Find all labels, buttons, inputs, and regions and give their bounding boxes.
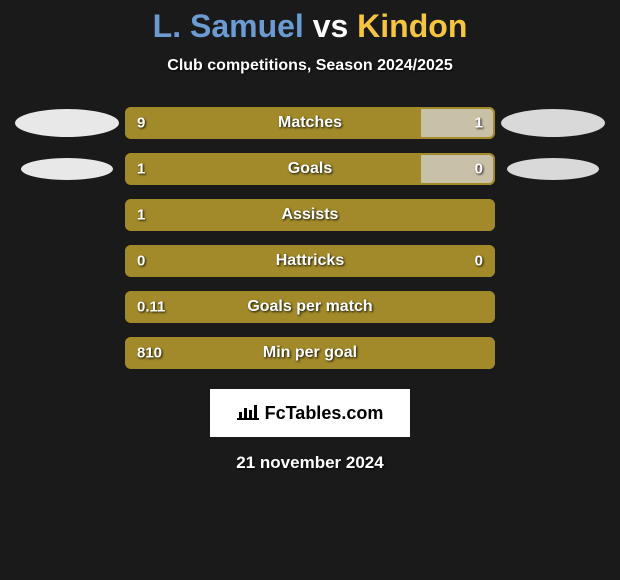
stats-area: 91Matches 10Goals 1Assists 00Hattricks 0.11G… — [0, 107, 620, 369]
brand-inner: FcTables.com — [237, 402, 384, 425]
title-player1: L. Samuel — [153, 8, 304, 44]
bar-fill-full — [125, 291, 495, 323]
stat-bar: 810Min per goal — [125, 337, 495, 369]
right-badge-slot — [501, 109, 605, 137]
stat-row: 0.11Goals per match — [0, 291, 620, 323]
team-badge-right — [501, 109, 605, 137]
subtitle: Club competitions, Season 2024/2025 — [0, 57, 620, 75]
stat-bar: 1Assists — [125, 199, 495, 231]
left-badge-slot — [15, 158, 119, 180]
bar-fill-full — [125, 337, 495, 369]
bar-fill-full — [125, 199, 495, 231]
stat-row: 810Min per goal — [0, 337, 620, 369]
team-badge-right — [507, 158, 599, 180]
stat-row: 91Matches — [0, 107, 620, 139]
stat-bar: 0.11Goals per match — [125, 291, 495, 323]
stat-bar: 00Hattricks — [125, 245, 495, 277]
stat-row: 00Hattricks — [0, 245, 620, 277]
chart-icon — [237, 402, 259, 425]
bar-fill-right — [421, 153, 495, 185]
bar-fill-full — [125, 245, 495, 277]
bar-fill-left — [125, 153, 421, 185]
stat-bar: 10Goals — [125, 153, 495, 185]
team-badge-left — [15, 109, 119, 137]
title-vs: vs — [313, 8, 349, 44]
brand-box: FcTables.com — [210, 389, 410, 437]
right-badge-slot — [501, 158, 605, 180]
title-player2: Kindon — [357, 8, 467, 44]
stat-row: 10Goals — [0, 153, 620, 185]
left-badge-slot — [15, 109, 119, 137]
title: L. Samuel vs Kindon — [0, 8, 620, 45]
infographic-container: L. Samuel vs Kindon Club competitions, S… — [0, 0, 620, 473]
team-badge-left — [21, 158, 113, 180]
bar-fill-left — [125, 107, 421, 139]
stat-row: 1Assists — [0, 199, 620, 231]
bar-fill-right — [421, 107, 495, 139]
stat-bar: 91Matches — [125, 107, 495, 139]
date-text: 21 november 2024 — [0, 453, 620, 473]
brand-text: FcTables.com — [265, 403, 384, 424]
